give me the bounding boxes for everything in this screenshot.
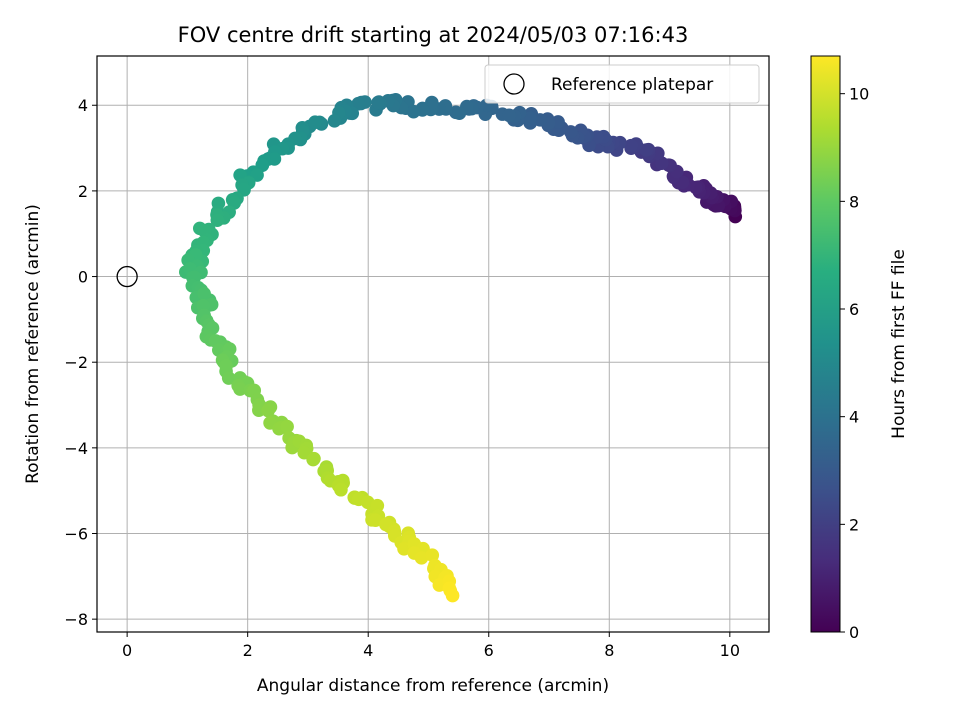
y-tick-label: −8 [64,610,88,629]
data-point [334,482,348,497]
x-tick-label: 2 [243,641,253,660]
colorbar-tick-label: 2 [849,515,859,534]
x-axis-ticks: 0 2 4 6 8 10 [122,632,740,660]
x-tick-label: 8 [604,641,614,660]
plot-frame [96,55,770,633]
x-tick-label: 6 [484,641,494,660]
colorbar-label: Hours from first FF file [889,249,909,439]
data-point [523,111,537,125]
reference-marker [116,265,138,288]
y-tick-label: −2 [64,353,88,372]
y-axis-label: Rotation from reference (arcmin) [23,204,43,484]
data-point [327,114,342,128]
data-point [445,588,460,603]
data-point [307,451,321,466]
data-point [210,213,225,228]
data-point [221,371,236,385]
chart-title: FOV centre drift starting at 2024/05/03 … [178,23,689,47]
data-point [502,108,516,123]
x-axis-label: Angular distance from reference (arcmin) [257,676,609,696]
colorbar-ticks: 0 2 4 6 8 10 [840,85,869,642]
data-point [452,106,467,121]
y-tick-label: −6 [64,525,88,544]
colorbar-tick-label: 8 [849,192,859,211]
data-point [261,403,275,418]
y-tick-label: −4 [64,439,88,458]
legend-marker [503,73,525,95]
scatter-series [179,92,743,603]
colorbar-tick-label: 6 [849,300,859,319]
data-point [280,419,294,434]
data-point [308,115,322,129]
data-point [267,152,282,166]
colorbar: 0 2 4 6 8 10 Hours from first FF file [810,55,909,642]
data-point [425,548,440,563]
data-point [397,541,411,556]
data-point [624,138,638,153]
x-tick-label: 10 [720,641,740,660]
data-point [371,95,385,110]
data-point [370,498,385,513]
data-point [197,286,211,301]
colorbar-tick-label: 4 [849,408,859,427]
legend: Reference platepar [484,64,760,104]
data-point [219,359,233,373]
data-point [406,104,421,119]
x-tick-label: 4 [363,641,373,660]
data-point [639,143,654,157]
colorbar-gradient [810,55,841,633]
y-tick-label: 4 [78,96,88,115]
colorbar-tick-label: 0 [849,623,859,642]
legend-label: Reference platepar [551,75,713,95]
y-tick-label: 0 [78,268,88,287]
legend-box [484,64,760,104]
data-point [233,382,247,396]
data-point [368,513,383,527]
y-axis-ticks: −8 −6 −4 −2 0 2 4 [64,96,97,629]
grid [97,56,769,632]
x-tick-label: 0 [122,641,132,660]
data-point [414,551,429,565]
y-tick-label: 2 [78,182,88,201]
data-point [255,158,270,172]
colorbar-tick-label: 10 [849,85,869,104]
